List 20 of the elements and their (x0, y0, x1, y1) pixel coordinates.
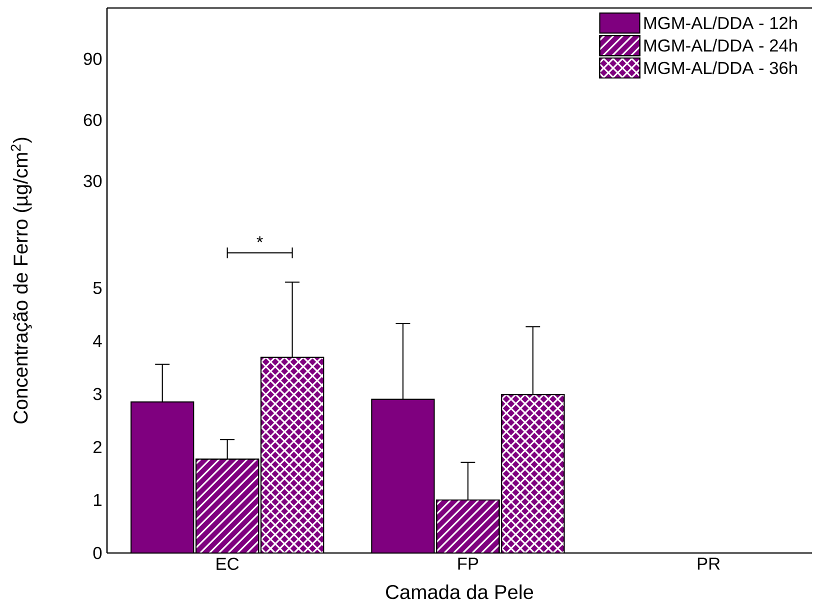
y-tick-label: 30 (84, 174, 102, 188)
bar (371, 398, 435, 553)
y-tick-label: 0 (93, 546, 102, 560)
y-tick-label: 90 (84, 52, 102, 66)
y-tick-label: 5 (93, 282, 102, 294)
y-tick-label: 1 (94, 494, 102, 506)
annotation: * (256, 236, 263, 242)
legend-label: MGM-AL/DDA - 36h (644, 61, 797, 74)
x-tick-label: PR (698, 558, 720, 570)
y-tick-label: 2 (94, 440, 102, 454)
y-tick-label: 3 (93, 388, 102, 400)
legend-label: MGM-AL/DDA - 24h (644, 38, 797, 52)
x-tick-label: FP (458, 558, 478, 570)
y-tick-label: 4 (93, 335, 102, 347)
y-axis-title: Concentração de Ferro (µg/cm$^{2}$) (10, 138, 32, 424)
bar (130, 401, 194, 553)
x-axis-title: Camada da Pele (386, 584, 534, 600)
y-tick-label: 60 (84, 114, 102, 126)
legend-label: MGM-AL/DDA - 12h (644, 16, 797, 30)
x-tick-label: EC (216, 558, 239, 570)
